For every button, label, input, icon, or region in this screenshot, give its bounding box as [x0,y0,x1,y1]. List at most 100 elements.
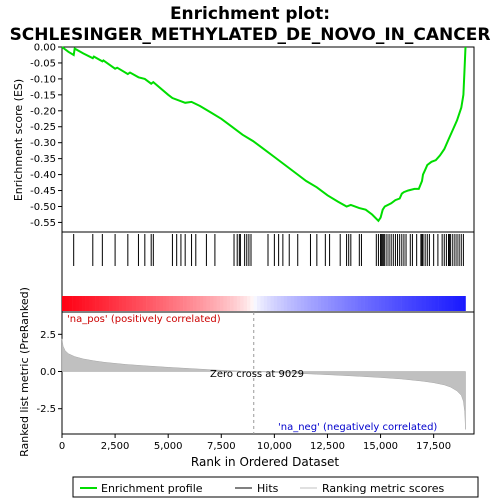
heat-cell [243,296,248,311]
heat-cell [290,296,295,311]
heat-cell [334,296,339,311]
heat-cell [257,296,261,311]
heat-cell [78,296,83,311]
heat-cell [331,296,335,311]
heat-cell [408,296,413,311]
heat-cell [287,296,291,311]
heat-cell [304,296,308,311]
heat-cell [438,296,443,311]
heat-cell [85,296,90,311]
es-y-tick-label: -0.10 [30,74,56,85]
heat-cell [183,296,187,311]
heat-cell [404,296,409,311]
heat-cell [139,296,144,311]
x-tick-label: 12,500 [310,441,345,452]
heat-cell [62,296,66,311]
heat-cell [209,296,214,311]
x-tick-label: 2,500 [101,441,130,452]
heat-cell [119,296,123,311]
metric-y-tick-label: -2.5 [36,404,56,415]
x-tick-label: 10,000 [257,441,292,452]
x-tick-label: 0 [59,441,65,452]
legend-hits-label: Hits [257,482,279,495]
legend-enrichment-label: Enrichment profile [101,482,203,495]
chart-title-line1: Enrichment plot: [170,4,330,24]
heat-cell [172,296,177,311]
heat-cell [421,296,426,311]
heat-cell [125,296,130,311]
heat-cell [415,296,419,311]
metric-y-axis-label: Ranked list metric (PreRanked) [18,287,31,457]
heat-cell [378,296,382,311]
es-y-tick-label: -0.05 [30,58,56,69]
x-tick-label: 7,500 [207,441,236,452]
heat-cell [132,296,137,311]
es-y-tick-label: -0.15 [30,90,56,101]
heat-cell [253,296,258,311]
heat-cell [283,296,288,311]
hit-lines [73,234,464,266]
es-y-tick-label: -0.35 [30,154,56,165]
heat-cell [337,296,342,311]
heat-cell [213,296,217,311]
ranking-metric-fill [61,338,466,430]
heat-cell [294,296,298,311]
negative-correlated-label: 'na_neg' (negatively correlated) [278,422,437,433]
heat-cell [206,296,211,311]
heat-cell [189,296,194,311]
es-y-axis-label: Enrichment score (ES) [12,79,25,201]
es-panel: 0.00 -0.05 -0.10 -0.15 -0.20 -0.25 -0.30 -0.35 -… [12,43,475,233]
heat-cell [115,296,120,311]
heat-cell [354,296,359,311]
heat-cell [240,296,244,311]
heat-cell [216,296,221,311]
heat-cell [159,296,164,311]
heat-cell [361,296,365,311]
heat-cell [431,296,436,311]
heat-cell [300,296,305,311]
heat-cell [109,296,113,311]
heat-cell [196,296,201,311]
heat-cell [357,296,362,311]
x-axis-ticks: 0 2,500 5,000 7,500 10,000 12,500 15,000 17,500 [59,434,451,452]
heat-cell [317,296,322,311]
heat-cell [226,296,231,311]
heat-cell [394,296,399,311]
heat-cell [435,296,439,311]
legend-box [72,476,479,498]
heat-cell [280,296,285,311]
heat-cell [169,296,174,311]
heat-cell [344,296,349,311]
heat-cell [452,296,456,311]
heat-cell [391,296,396,311]
heat-cell [297,296,302,311]
es-y-tick-label: -0.55 [30,218,56,229]
es-y-tick-label: -0.20 [30,106,56,117]
heat-cell [327,296,332,311]
heat-cell [381,296,386,311]
heat-cell [307,296,312,311]
heat-cell [82,296,86,311]
heat-cell [102,296,107,311]
heat-cell [260,296,265,311]
positive-correlated-label: 'na_pos' (positively correlated) [67,314,221,325]
heat-cell [152,296,157,311]
heat-cell [236,296,241,311]
heat-cell [176,296,180,311]
x-axis-label: Rank in Ordered Dataset [191,455,339,469]
heat-cell [230,296,234,311]
heat-cell [220,296,224,311]
heat-cell [203,296,207,311]
es-curve [61,46,467,223]
heat-cell [135,296,140,311]
es-y-ticks: 0.00 -0.05 -0.10 -0.15 -0.20 -0.25 -0.30 -0.35 -… [30,43,62,229]
es-y-tick-label: -0.25 [30,122,56,133]
ranking-heat-bar [62,296,466,311]
heat-cell [179,296,184,311]
heat-cell [88,296,93,311]
heat-cell [364,296,369,311]
rank-metric-panel: 2.5 0.0 -2.5 Zero cross at 9029 'na_pos' (… [18,287,475,457]
legend: Enrichment profile Hits Ranking metric s… [72,476,479,498]
heat-cell [122,296,127,311]
